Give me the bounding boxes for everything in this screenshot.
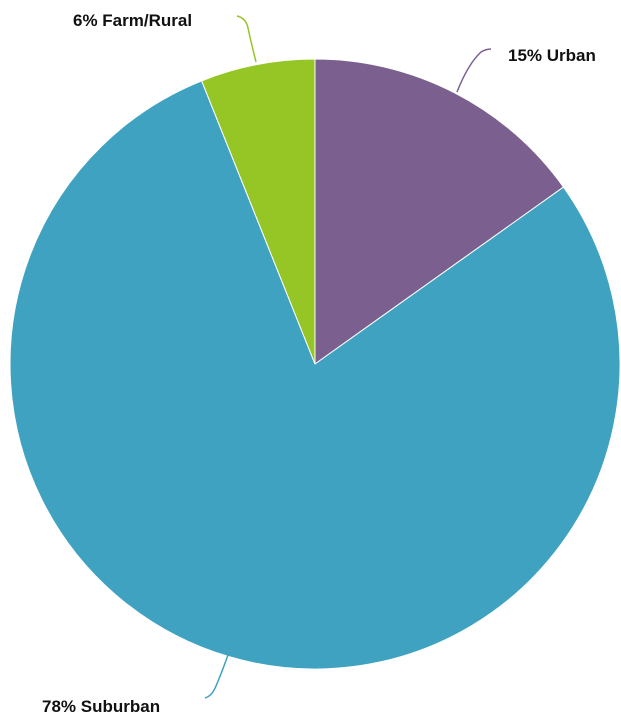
leader-lines xyxy=(204,15,492,699)
pie-slice-urban xyxy=(314,58,565,365)
slice-label-urban: 15% Urban xyxy=(508,46,596,65)
leader-line-urban xyxy=(456,48,492,93)
pie-slice-farm-rural xyxy=(200,58,316,365)
slice-label-farm-rural: 6% Farm/Rural xyxy=(73,11,192,30)
slice-label-suburban: 78% Suburban xyxy=(42,697,160,716)
pie-slice-suburban xyxy=(9,80,621,670)
pie-slices xyxy=(9,58,621,670)
leader-line-farm-rural xyxy=(236,15,257,63)
slice-labels: 15% Urban 78% Suburban 6% Farm/Rural xyxy=(42,11,596,716)
leader-line-suburban xyxy=(204,654,229,699)
